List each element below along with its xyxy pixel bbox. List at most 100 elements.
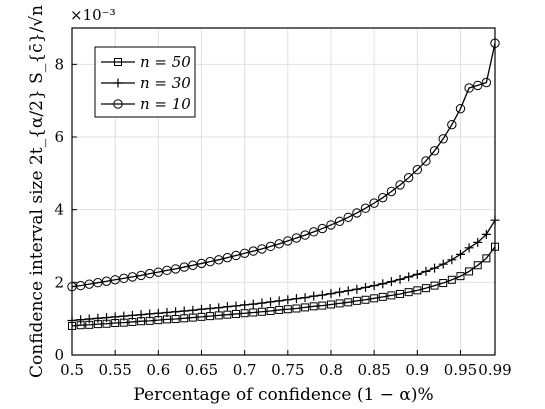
data-point-n10: [153, 267, 164, 277]
x-tick-label: 0.99: [478, 361, 511, 379]
data-point-n10: [257, 244, 267, 254]
data-point-n50: [456, 272, 465, 281]
data-point-n10: [386, 186, 397, 197]
data-point-n50: [404, 288, 413, 297]
data-point-n30: [352, 284, 362, 294]
data-point-n10: [403, 172, 414, 183]
legend-item-n50: n = 50: [101, 53, 191, 71]
data-point-n10: [248, 246, 258, 256]
y-axis-multiplier: ×10⁻³: [70, 6, 116, 24]
data-point-n30: [335, 287, 345, 297]
data-point-n30: [145, 309, 155, 319]
data-point-n30: [490, 215, 500, 225]
data-point-n30: [188, 305, 198, 315]
x-tick-label: 0.85: [357, 361, 390, 379]
data-point-n50: [361, 295, 370, 304]
data-point-n30: [412, 269, 422, 279]
data-point-n30: [171, 307, 181, 317]
data-point-n50: [352, 296, 361, 305]
data-point-n50: [309, 302, 318, 311]
data-point-n30: [309, 291, 319, 301]
data-point-n50: [257, 307, 266, 316]
data-point-n10: [455, 103, 466, 114]
x-axis-label: Percentage of confidence (1 − α)%: [133, 385, 433, 405]
data-point-n30: [127, 310, 137, 320]
data-point-n10: [231, 250, 241, 261]
data-point-n30: [438, 259, 448, 269]
data-point-n30: [386, 277, 396, 287]
data-point-n50: [465, 267, 474, 276]
data-point-n50: [301, 303, 310, 312]
data-point-n50: [396, 289, 405, 298]
data-point-n10: [378, 192, 388, 203]
data-point-n50: [473, 261, 482, 270]
x-tick-label: 0.65: [185, 361, 218, 379]
x-tick-label: 0.6: [146, 361, 170, 379]
data-point-n50: [421, 284, 430, 293]
data-point-n50: [266, 307, 275, 316]
data-point-n30: [162, 307, 172, 317]
data-point-n50: [335, 299, 344, 308]
legend-line-n10: [101, 99, 135, 109]
data-point-n30: [421, 266, 431, 276]
data-point-n30: [93, 313, 103, 323]
data-point-n10: [196, 258, 207, 269]
data-point-n50: [491, 242, 499, 251]
legend-marker: [113, 99, 123, 109]
legend-line-n50: [101, 58, 135, 66]
data-point-n10: [222, 252, 233, 263]
data-point-n10: [369, 198, 379, 208]
data-point-n30: [291, 294, 301, 304]
data-point-n10: [205, 256, 215, 267]
data-point-n50: [344, 298, 353, 307]
x-tick-label: 0.9: [405, 361, 429, 379]
data-point-n30: [378, 279, 388, 289]
data-point-n50: [283, 305, 292, 314]
legend-marker: [114, 58, 122, 66]
data-point-n30: [404, 272, 414, 282]
data-point-n30: [248, 299, 258, 309]
data-point-n30: [84, 314, 94, 324]
series-line-n50: [71, 246, 496, 327]
data-point-n10: [291, 233, 302, 243]
series-line-n30: [71, 219, 496, 322]
data-point-n30: [110, 312, 120, 322]
series-n30: [67, 215, 500, 325]
data-point-n30: [266, 297, 276, 307]
data-point-n50: [378, 292, 387, 301]
legend-box: [94, 46, 196, 118]
data-point-n50: [413, 286, 422, 295]
series-n10: [67, 38, 500, 292]
data-point-n50: [326, 300, 335, 309]
data-point-n10: [481, 77, 492, 88]
data-point-n30: [136, 310, 146, 320]
legend-line-n30: [101, 78, 135, 88]
data-point-n30: [257, 298, 267, 308]
series-group: [67, 38, 500, 330]
y-tick-label: 4: [54, 201, 64, 219]
data-point-n50: [292, 304, 301, 313]
data-point-n30: [76, 315, 86, 325]
data-point-n50: [482, 254, 491, 263]
data-point-n30: [231, 301, 241, 311]
data-point-n10: [421, 156, 431, 166]
data-point-n10: [395, 180, 405, 190]
x-tick-label: 0.75: [271, 361, 304, 379]
legend: n = 50 n = 30 n = 10: [94, 46, 196, 118]
data-point-n10: [334, 216, 345, 226]
legend-marker: [113, 78, 123, 88]
series-n50: [68, 242, 499, 330]
data-point-n50: [387, 291, 396, 300]
data-point-n30: [240, 300, 250, 310]
data-point-n10: [447, 119, 457, 130]
x-tick-label: 0.7: [233, 361, 257, 379]
y-tick-label: 0: [54, 346, 64, 364]
data-point-n10: [136, 270, 146, 281]
data-point-n30: [205, 303, 215, 313]
plot-area-frame: [71, 27, 496, 356]
data-point-n10: [300, 230, 310, 240]
data-point-n10: [412, 165, 423, 175]
data-point-n30: [447, 255, 457, 265]
data-point-n30: [67, 315, 77, 325]
